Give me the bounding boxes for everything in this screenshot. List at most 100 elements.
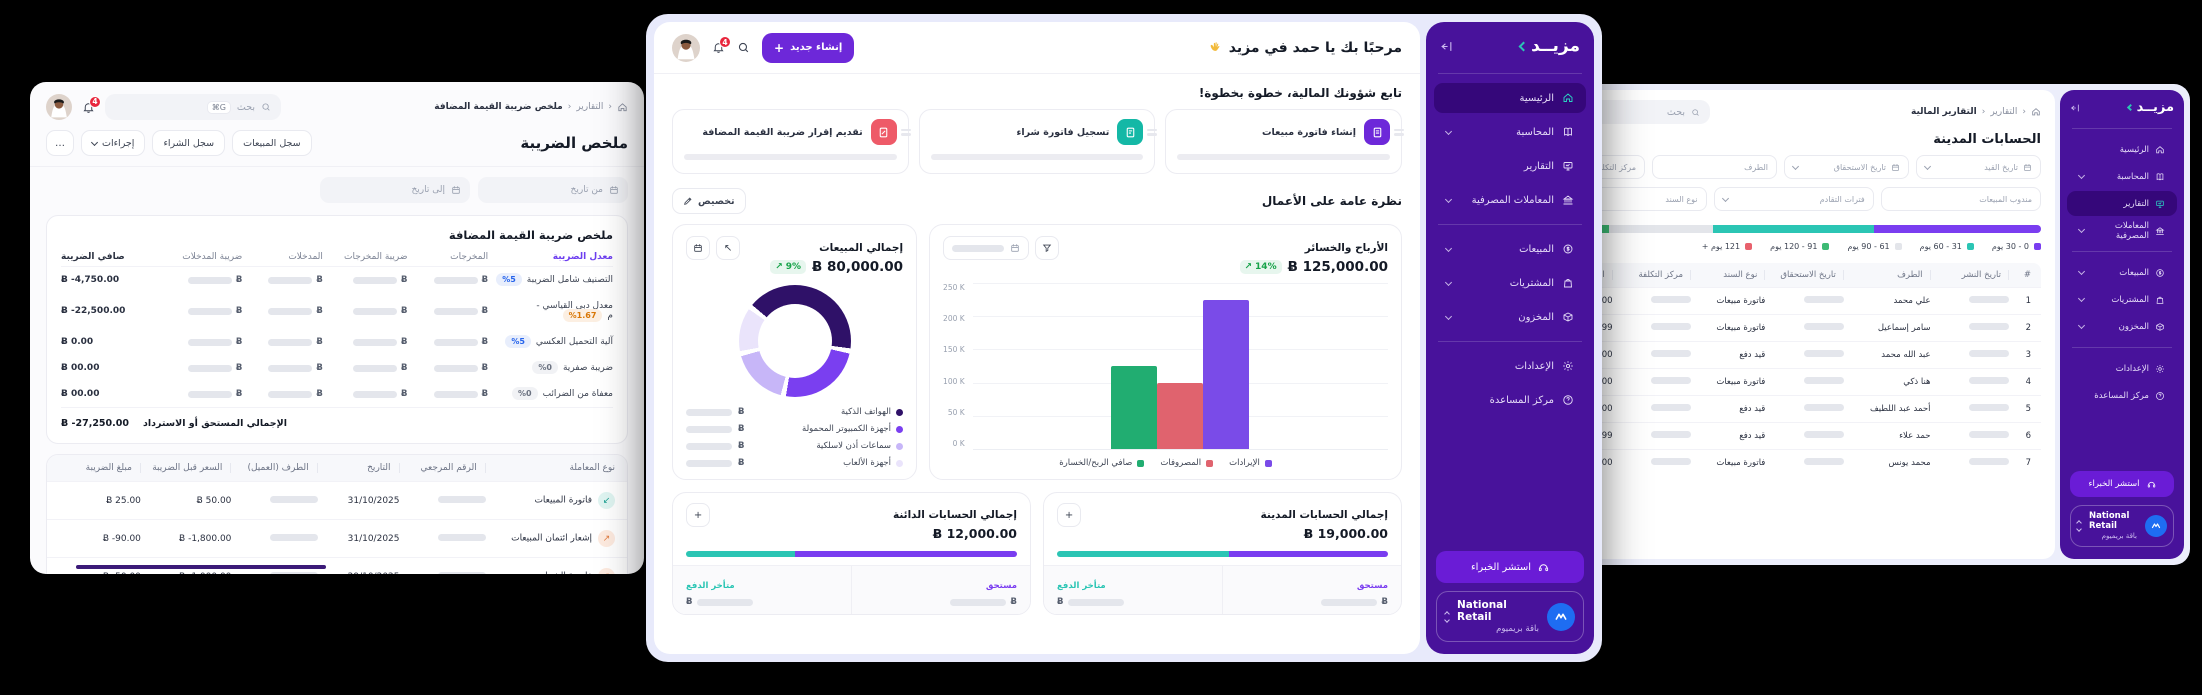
sidebar-item-accounting[interactable]: المحاسبة	[2067, 164, 2177, 189]
col-post-date[interactable]: تاريخ النشر	[1931, 270, 2009, 280]
collapse-sidebar-icon[interactable]	[2070, 103, 2080, 113]
search-icon[interactable]	[737, 41, 750, 54]
col-outputs[interactable]: المخرجات	[450, 252, 489, 262]
col-tax-amount[interactable]: مبلغ الضريبة	[59, 463, 141, 473]
table-row[interactable]: معدل دبي القياسي - م1.67% Ƀ Ƀ Ƀ Ƀ Ƀ -22,…	[61, 293, 613, 329]
add-button[interactable]: +	[1057, 503, 1081, 527]
sales-rep-filter[interactable]: مندوب المبيعات	[1880, 187, 2041, 211]
date-range-picker[interactable]	[943, 236, 1030, 260]
col-index[interactable]: #	[2023, 270, 2031, 280]
sidebar-item-purchases[interactable]: المشتريات	[2067, 287, 2177, 312]
sidebar-item-inventory[interactable]: المخزون	[1434, 302, 1586, 332]
col-date[interactable]: التاريخ	[318, 463, 400, 473]
date-to-input[interactable]: إلى تاريخ	[320, 177, 470, 203]
consult-experts-button[interactable]: استشر الخبراء	[2070, 471, 2174, 497]
home-icon[interactable]	[2031, 107, 2041, 117]
bar-net-profit[interactable]	[1111, 366, 1158, 449]
entry-date-filter[interactable]: تاريخ القيد	[1916, 155, 2041, 179]
notifications-bell[interactable]: 4	[82, 95, 101, 114]
avatar[interactable]	[672, 33, 700, 62]
table-row[interactable]: ↗فاتورة الشراء 29/10/2025 Ƀ -1,000.00 Ƀ …	[47, 557, 627, 574]
col-party[interactable]: الطرف (العميل)	[231, 463, 318, 473]
bar-revenues[interactable]	[1203, 299, 1250, 449]
horizontal-scrollbar[interactable]	[76, 565, 326, 569]
sidebar-item-banking[interactable]: المعاملات المصرفية	[1434, 185, 1586, 215]
sidebar-item-reports[interactable]: التقارير	[1434, 151, 1586, 181]
sidebar-item-banking[interactable]: المعاملات المصرفية	[2067, 218, 2177, 243]
app-logo[interactable]: مزيــد	[2126, 100, 2174, 115]
calendar-button[interactable]	[686, 236, 710, 260]
step-record-purchase-invoice[interactable]: تسجيل فاتورة شراء	[918, 109, 1158, 174]
plus-icon: +	[774, 40, 785, 55]
sidebar-item-purchases[interactable]: المشتريات	[1434, 268, 1586, 298]
col-input-tax[interactable]: ضريبة المدخلات	[182, 252, 243, 262]
expand-button[interactable]: ↖	[716, 236, 740, 260]
sidebar-item-sales[interactable]: المبيعات	[2067, 260, 2177, 285]
table-row[interactable]: ↙فاتورة المبيعات 31/10/2025 Ƀ 50.00 Ƀ 25…	[47, 481, 627, 519]
organization-switcher[interactable]: National Retail باقة بريميوم	[1436, 591, 1584, 642]
table-row[interactable]: ضريبة صفرية0% Ƀ Ƀ Ƀ Ƀ Ƀ 00.00	[61, 355, 613, 381]
legend-121-plus: 121 يوم +	[1702, 242, 1753, 251]
app-logo[interactable]: مزيــد	[1518, 36, 1580, 56]
sidebar-item-settings[interactable]: الإعدادات	[1434, 351, 1586, 381]
aging-periods-filter[interactable]: فترات التقادم	[1713, 187, 1874, 211]
sales-log-button[interactable]: سجل المبيعات	[232, 130, 312, 156]
more-options-button[interactable]: …	[46, 130, 74, 156]
book-icon	[2155, 172, 2165, 182]
overview-section-title: نظرة عامة على الأعمال	[1261, 194, 1402, 208]
col-tax-rate[interactable]: معدل الضريبة	[552, 252, 613, 262]
col-doc-type[interactable]: نوع السند	[1691, 270, 1766, 280]
sidebar-item-help-center[interactable]: مركز المساعدة	[1434, 385, 1586, 415]
donut-chart[interactable]	[738, 285, 851, 397]
search-input[interactable]: بحث ⌘G	[105, 94, 281, 120]
bar-expenses[interactable]	[1157, 382, 1204, 449]
add-button[interactable]: +	[686, 503, 710, 527]
sidebar-item-settings[interactable]: الإعدادات	[2067, 356, 2177, 381]
breadcrumb[interactable]: ‹ التقارير ‹ ملخص ضريبة القيمة المضافة	[434, 102, 628, 113]
customize-button[interactable]: تخصيص	[672, 188, 746, 214]
table-row[interactable]: ↗إشعار ائتمان المبيعات 31/10/2025 Ƀ -1,8…	[47, 519, 627, 557]
create-new-button[interactable]: إنشاء جديد +	[762, 32, 855, 63]
home-icon[interactable]	[617, 102, 628, 113]
sidebar-item-help-center[interactable]: مركز المساعدة	[2067, 383, 2177, 408]
organization-switcher[interactable]: National Retail باقة بريميوم	[2070, 505, 2174, 547]
sidebar-item-home[interactable]: الرئيسية	[1434, 83, 1586, 113]
col-inputs[interactable]: المدخلات	[288, 252, 323, 262]
due-segment	[795, 551, 1017, 557]
sidebar-item-reports[interactable]: التقارير	[2067, 191, 2177, 216]
party-filter[interactable]: الطرف	[1652, 155, 1777, 179]
purchase-log-button[interactable]: سجل الشراء	[152, 130, 226, 156]
col-tx-type[interactable]: نوع المعاملة	[569, 463, 615, 473]
breadcrumb-reports[interactable]: التقارير	[1990, 107, 2018, 117]
step-create-sales-invoice[interactable]: إنشاء فاتورة مبيعات	[1165, 109, 1404, 174]
table-row[interactable]: معفاة من الضرائب0% Ƀ Ƀ Ƀ Ƀ Ƀ 00.00	[61, 381, 613, 407]
col-cost-center[interactable]: مركز التكلفة	[1613, 270, 1692, 280]
actions-button[interactable]: إجراءات	[81, 130, 146, 156]
step-submit-vat-return[interactable]: تقديم إقرار ضريبة القيمة المضافة	[671, 109, 911, 174]
sidebar-item-accounting[interactable]: المحاسبة	[1434, 117, 1586, 147]
skeleton-placeholder	[686, 425, 732, 433]
sidebar-item-inventory[interactable]: المخزون	[2067, 314, 2177, 339]
col-net-tax[interactable]: صافي الضريبة	[61, 252, 125, 262]
create-new-label: إنشاء جديد	[790, 42, 843, 53]
sidebar-item-sales[interactable]: المبيعات	[1434, 234, 1586, 264]
due-date-filter[interactable]: تاريخ الاستحقاق	[1784, 155, 1909, 179]
avatar[interactable]	[46, 94, 72, 120]
skeleton-placeholder	[697, 598, 754, 606]
breadcrumb-reports[interactable]: التقارير	[576, 102, 604, 112]
col-pre-tax-price[interactable]: السعر قبل الضريبة	[141, 463, 232, 473]
col-due-date[interactable]: تاريخ الاستحقاق	[1765, 270, 1844, 280]
date-from-input[interactable]: من تاريخ	[478, 177, 628, 203]
sidebar-item-home[interactable]: الرئيسية	[2067, 137, 2177, 162]
table-row[interactable]: التصنيف شامل الضريبة5% Ƀ Ƀ Ƀ Ƀ Ƀ -4,750.…	[61, 267, 613, 293]
notifications-bell[interactable]: 4	[712, 36, 731, 54]
table-row[interactable]: آلية التحميل العكسي5% Ƀ Ƀ Ƀ Ƀ Ƀ 0.00	[61, 329, 613, 355]
col-output-tax[interactable]: ضريبة المخرجات	[344, 252, 408, 262]
breadcrumb[interactable]: ‹ التقارير ‹ التقارير المالية	[1911, 107, 2041, 117]
logo-chevron-icon	[1518, 41, 1529, 51]
col-party[interactable]: الطرف	[1844, 270, 1931, 280]
consult-experts-button[interactable]: استشر الخبراء	[1436, 551, 1584, 583]
collapse-sidebar-icon[interactable]	[1440, 40, 1453, 53]
filter-button[interactable]	[1035, 236, 1060, 260]
col-reference[interactable]: الرقم المرجعي	[400, 463, 486, 473]
